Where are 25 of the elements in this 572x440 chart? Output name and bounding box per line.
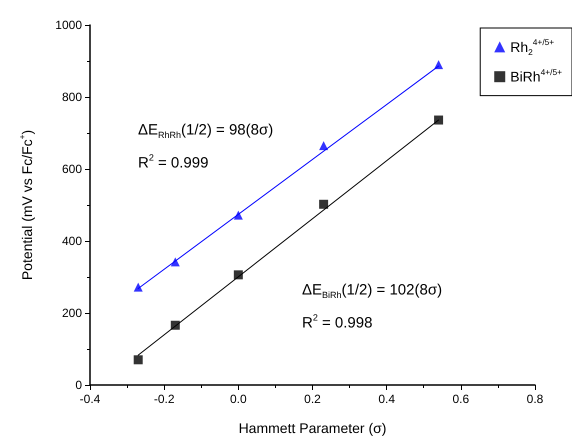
x-tick-label: 0.2 bbox=[304, 392, 322, 406]
x-tick-label: 0.0 bbox=[230, 392, 247, 406]
y-tick-label: 0 bbox=[75, 378, 82, 392]
x-tick-label: 0.8 bbox=[526, 392, 544, 406]
point bbox=[234, 210, 243, 220]
y-tick-label: 400 bbox=[62, 234, 82, 248]
x-axis-title: Hammett Parameter (σ) bbox=[238, 420, 386, 436]
x-tick-label: 0.6 bbox=[452, 392, 470, 406]
point bbox=[434, 116, 444, 125]
x-tick-label: -0.2 bbox=[154, 392, 175, 406]
y-tick-label: 1000 bbox=[55, 18, 82, 32]
point bbox=[170, 320, 180, 330]
x-tick-label: -0.4 bbox=[80, 392, 101, 406]
point bbox=[434, 60, 444, 70]
point bbox=[234, 270, 243, 280]
point bbox=[319, 200, 328, 209]
y-tick-label: 800 bbox=[62, 90, 82, 104]
point bbox=[170, 257, 180, 266]
point bbox=[134, 355, 143, 364]
point bbox=[134, 282, 143, 292]
y-axis-title: Potential (mV vs Fc/Fc+) bbox=[17, 130, 35, 280]
point bbox=[319, 141, 328, 150]
y-tick-label: 200 bbox=[62, 306, 82, 320]
y-tick-label: 600 bbox=[62, 162, 82, 176]
x-tick-label: 0.4 bbox=[378, 392, 396, 406]
